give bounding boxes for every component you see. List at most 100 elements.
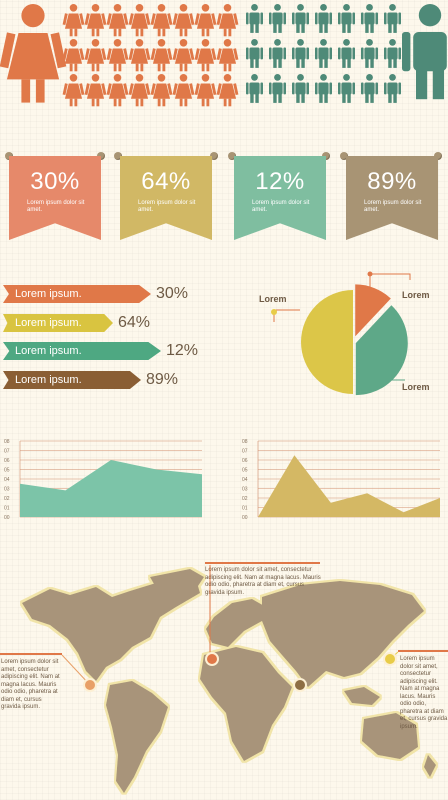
male-person-icon [402, 4, 447, 100]
map-markers [61, 565, 399, 692]
male-people-group [246, 4, 447, 103]
pie-chart [271, 271, 411, 396]
female-person-icon [194, 4, 217, 37]
male-person-icon [246, 4, 263, 33]
world-map [22, 569, 436, 793]
banner-text: Lorem ipsum dolor sit amet. [364, 200, 422, 213]
male-person-icon [315, 4, 332, 33]
europe-shape [206, 599, 266, 647]
axis-tick-label: 04 [4, 477, 10, 483]
female-person-icon [106, 39, 129, 72]
banner-value: 12% [255, 168, 305, 195]
arrow-value: 12% [166, 342, 199, 359]
male-person-icon [338, 4, 355, 33]
map-top-note-line [205, 562, 320, 564]
axis-tick-label: 06 [242, 458, 248, 464]
pin-icon [340, 152, 348, 160]
area-series [20, 460, 202, 517]
axis-tick-label: 07 [4, 449, 10, 455]
axis-tick-label: 05 [242, 468, 248, 474]
female-person-icon [62, 4, 85, 37]
axis-tick-label: 06 [4, 458, 10, 464]
axis-tick-label: 00 [4, 515, 10, 521]
arrow-bar-3: Lorem ipsum. [3, 342, 161, 360]
pin-icon [114, 152, 122, 160]
asia-marker-dot [295, 680, 305, 690]
arrow-label: Lorem ipsum. [15, 317, 82, 329]
pie-leader-dot [367, 271, 373, 277]
male-person-icon [246, 74, 263, 103]
pin-icon [322, 152, 330, 160]
female-person-icon [84, 74, 107, 107]
female-person-icon [150, 74, 173, 107]
axis-tick-label: 01 [242, 506, 248, 512]
male-person-icon [246, 39, 263, 68]
map-left-note: Lorem ipsum dolor sit amet, consectetur … [1, 659, 60, 710]
pin-icon [210, 152, 218, 160]
axis-tick-label: 08 [242, 439, 248, 445]
australia-shape [362, 713, 418, 759]
arrow-bar-1: Lorem ipsum. [3, 285, 151, 303]
female-person-icon [0, 4, 67, 103]
male-person-icon [361, 4, 378, 33]
male-person-icon [269, 74, 286, 103]
female-person-icon [106, 4, 129, 37]
map-right-note-line [398, 650, 448, 652]
map-left-note-line [0, 653, 62, 655]
europe-marker-dot [207, 654, 217, 664]
arrow-label: Lorem ipsum. [15, 374, 82, 386]
female-person-icon [172, 39, 195, 72]
pie-slice [355, 305, 408, 396]
banner-1: 30% Lorem ipsum dolor sit amet. [9, 156, 101, 240]
axis-tick-label: 01 [4, 506, 10, 512]
banner-text: Lorem ipsum dolor sit amet. [252, 200, 310, 213]
female-person-icon [128, 74, 151, 107]
pie-slice [355, 284, 391, 337]
male-person-icon [292, 4, 309, 33]
map-right-note: Lorem ipsum dolor sit amet, consectetur … [400, 656, 448, 730]
area-chart-right: 08 07 06 05 04 03 02 01 00 [242, 439, 440, 521]
arrow-label: Lorem ipsum. [15, 288, 82, 300]
female-person-icon [150, 39, 173, 72]
female-person-icon [106, 74, 129, 107]
pin-icon [228, 152, 236, 160]
arrow-label: Lorem ipsum. [15, 345, 82, 357]
male-person-icon [315, 39, 332, 68]
female-people-group [0, 4, 239, 107]
pie-label-bottom-right: Lorem [402, 382, 430, 392]
male-person-icon [292, 39, 309, 68]
pin-icon [97, 152, 105, 160]
male-person-icon [292, 74, 309, 103]
banner-3: 12% Lorem ipsum dolor sit amet. [234, 156, 326, 240]
female-person-icon [150, 4, 173, 37]
area-chart-left: 08 07 06 05 04 03 02 01 00 [4, 439, 202, 521]
africa-shape [200, 647, 292, 761]
arrow-value: 64% [118, 314, 151, 331]
pie-leader-dot [271, 309, 277, 315]
banner-4: 89% Lorem ipsum dolor sit amet. [346, 156, 438, 240]
east-asia-marker-dot [385, 654, 395, 664]
area-series [258, 455, 440, 517]
banner-value: 89% [367, 168, 417, 195]
pie-leader-dot [379, 377, 385, 383]
banner-text: Lorem ipsum dolor sit amet. [27, 200, 85, 213]
banner-2: 64% Lorem ipsum dolor sit amet. [120, 156, 212, 240]
map-top-note: Lorem ipsum dolor sit amet, consectetur … [205, 567, 321, 596]
female-person-icon [62, 39, 85, 72]
arrow-bar-4: Lorem ipsum. [3, 371, 141, 389]
pin-icon [434, 152, 442, 160]
female-person-icon [84, 4, 107, 37]
female-person-icon [216, 4, 239, 37]
se-asia-shape [344, 687, 380, 705]
male-person-icon [338, 74, 355, 103]
male-person-icon [384, 4, 401, 33]
pie-label-left: Lorem [259, 294, 287, 304]
banner-text: Lorem ipsum dolor sit amet. [138, 200, 196, 213]
male-person-icon [269, 4, 286, 33]
axis-tick-label: 07 [242, 449, 248, 455]
female-person-icon [128, 4, 151, 37]
female-person-icon [172, 74, 195, 107]
axis-tick-label: 08 [4, 439, 10, 445]
axis-tick-label: 03 [4, 487, 10, 493]
greenland-shape [150, 569, 204, 601]
